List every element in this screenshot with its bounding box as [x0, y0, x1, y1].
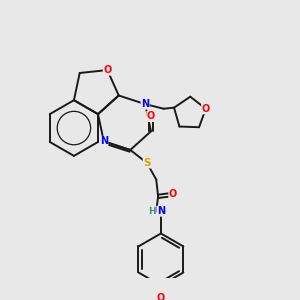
Text: H: H [148, 207, 155, 216]
Text: N: N [141, 99, 149, 109]
Text: N: N [157, 206, 165, 216]
Text: N: N [100, 136, 108, 146]
Text: S: S [143, 158, 151, 168]
Text: O: O [202, 104, 210, 114]
Text: O: O [169, 190, 177, 200]
Text: O: O [103, 65, 112, 75]
Text: O: O [147, 112, 155, 122]
Text: O: O [157, 293, 165, 300]
